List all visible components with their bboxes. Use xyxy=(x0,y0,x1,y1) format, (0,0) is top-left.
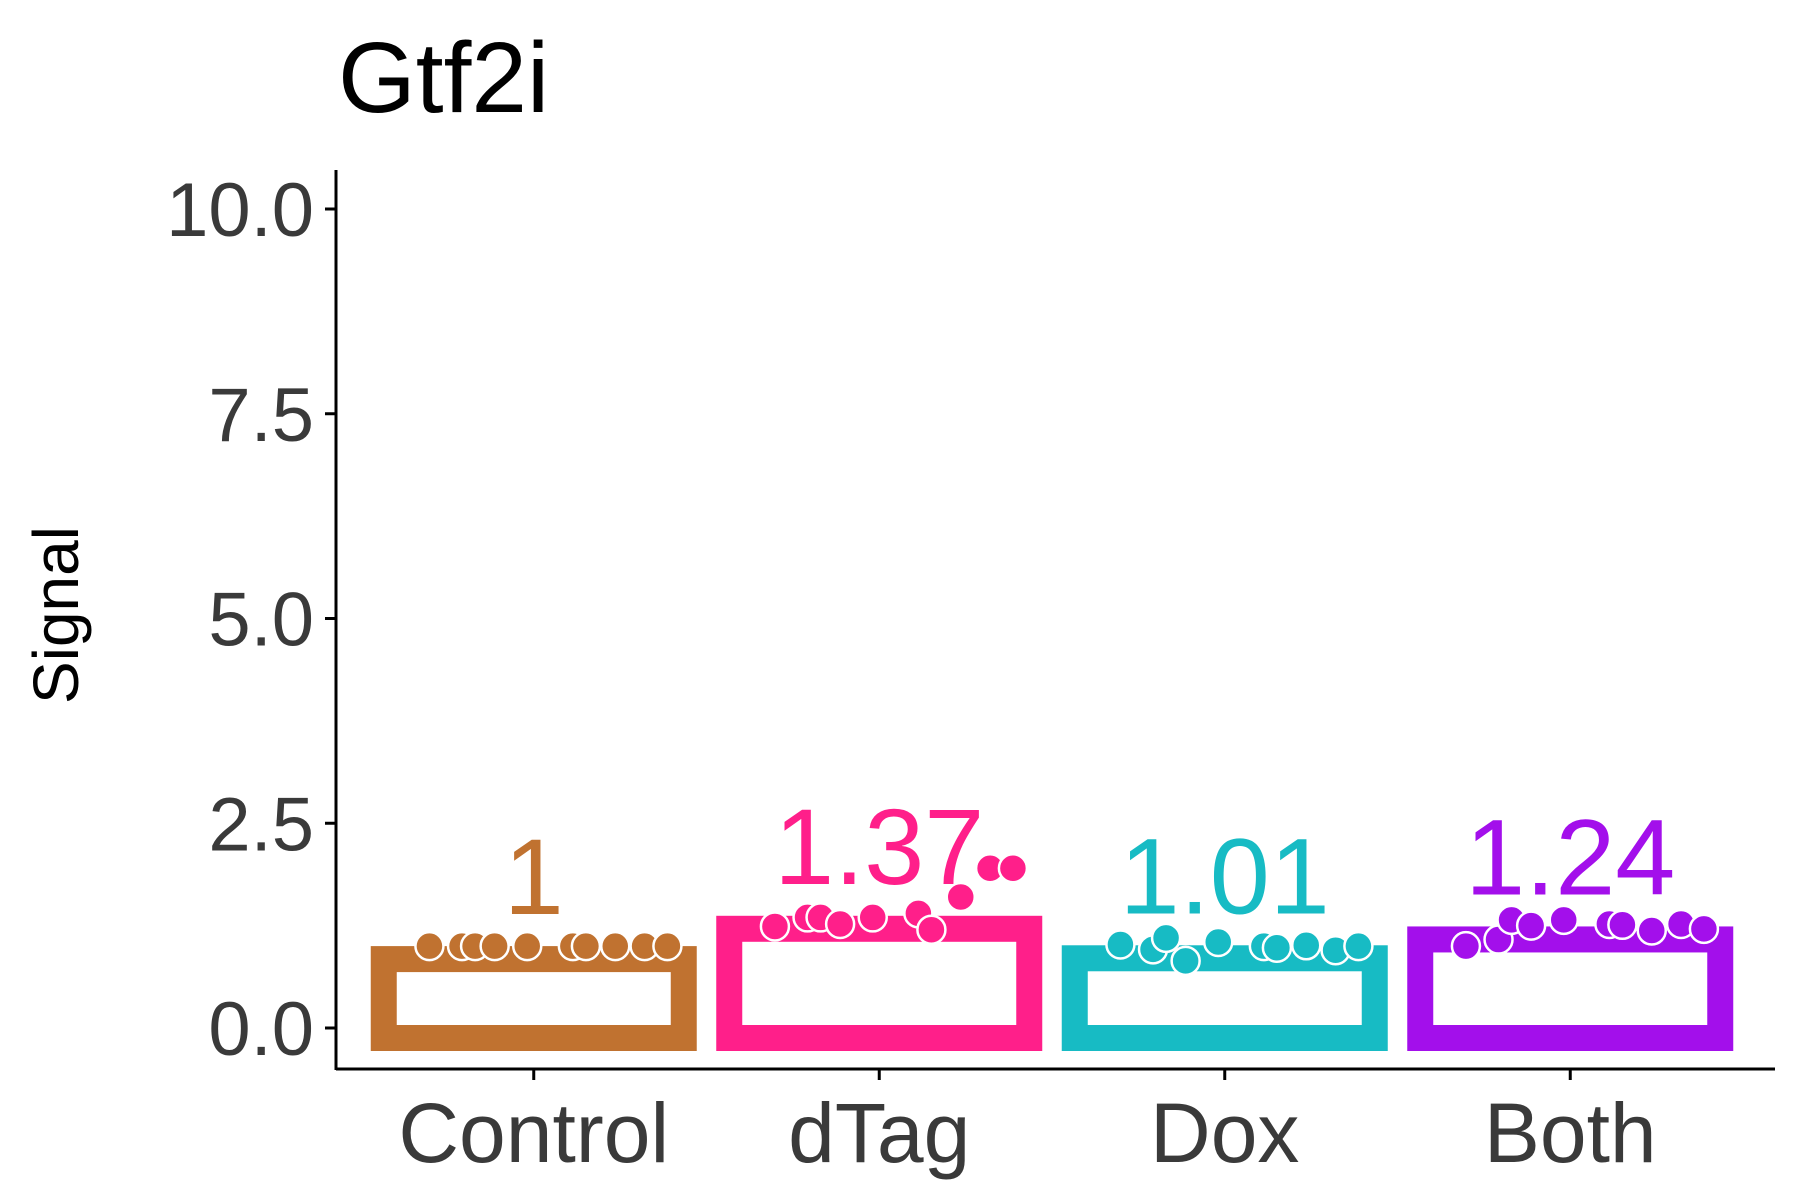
value-label-control: 1 xyxy=(504,816,564,937)
y-tick-label: 2.5 xyxy=(208,782,314,867)
data-point-both xyxy=(1607,909,1638,941)
data-point-control xyxy=(652,930,683,962)
data-point-both xyxy=(1515,910,1547,941)
value-label-dtag: 1.37 xyxy=(774,786,984,907)
data-point-dox xyxy=(1291,930,1322,961)
data-point-control xyxy=(479,930,510,962)
y-tick-label: 10.0 xyxy=(166,168,314,253)
data-point-dox xyxy=(1105,929,1136,960)
data-point-dtag xyxy=(945,881,976,913)
bar-both xyxy=(1407,926,1734,1051)
data-point-dtag xyxy=(857,902,888,933)
data-point-dtag xyxy=(916,914,947,945)
data-point-dox xyxy=(1170,945,1201,977)
x-tick-label-dox: Dox xyxy=(1150,1086,1299,1180)
y-axis-ticks: 0.0 2.5 5.0 7.5 10.0 xyxy=(166,168,336,1072)
data-point-both xyxy=(1548,904,1579,936)
data-point-dtag xyxy=(759,911,791,942)
x-tick-label-control: Control xyxy=(398,1086,669,1180)
chart-title: Gtf2i xyxy=(338,22,549,134)
data-point-both xyxy=(1636,915,1667,946)
data-point-dox xyxy=(1202,926,1234,958)
y-tick-label: 7.5 xyxy=(208,373,314,458)
bar-control xyxy=(370,946,697,1051)
data-point-control xyxy=(570,930,602,962)
x-tick-label-both: Both xyxy=(1484,1086,1657,1180)
data-point-dox xyxy=(1261,932,1293,963)
data-point-both xyxy=(1688,913,1720,945)
bar-dox xyxy=(1061,945,1388,1052)
y-tick-label: 5.0 xyxy=(208,578,314,663)
data-labels-layer: 1 1.37 1.01 1.24 xyxy=(504,786,1676,937)
data-point-dtag xyxy=(997,853,1029,884)
bar-dtag xyxy=(716,915,1043,1051)
y-axis-label: Signal xyxy=(20,526,92,704)
data-point-dox xyxy=(1343,930,1374,962)
data-point-both xyxy=(1450,930,1482,962)
value-label-both: 1.24 xyxy=(1465,796,1675,917)
x-axis-ticks: Control dTag Dox Both xyxy=(398,1069,1657,1180)
data-point-control xyxy=(600,930,631,962)
value-label-dox: 1.01 xyxy=(1120,815,1330,936)
data-point-control xyxy=(511,930,543,962)
y-tick-label: 0.0 xyxy=(208,987,314,1072)
data-point-dtag xyxy=(824,908,856,940)
x-tick-label-dtag: dTag xyxy=(788,1086,970,1180)
points-layer xyxy=(414,853,1720,977)
data-point-dox xyxy=(1150,922,1182,954)
data-point-control xyxy=(414,930,445,962)
